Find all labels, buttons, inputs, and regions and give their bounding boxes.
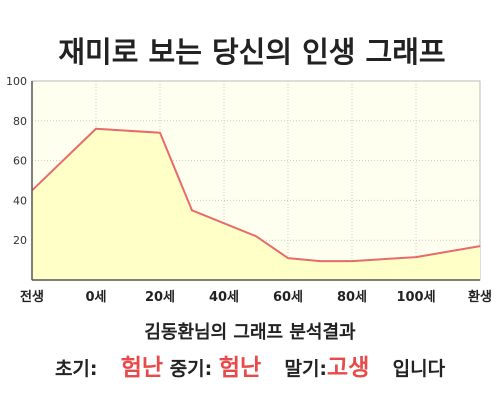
ending-text: 입니다 bbox=[392, 358, 446, 380]
early-label: 초기: bbox=[54, 358, 98, 380]
x-tick-label: 전생 bbox=[20, 289, 44, 305]
y-tick-label: 40 bbox=[13, 194, 27, 207]
data-point bbox=[415, 256, 417, 258]
x-tick-label: 40세 bbox=[209, 290, 239, 305]
late-label: 말기: bbox=[284, 358, 328, 380]
late-value: 고생 bbox=[327, 355, 370, 381]
data-point bbox=[319, 260, 321, 262]
data-point bbox=[351, 260, 353, 262]
series-line bbox=[31, 127, 481, 263]
x-tick-label: 60세 bbox=[273, 290, 303, 305]
axes bbox=[31, 81, 480, 281]
x-tick-label: 80세 bbox=[337, 290, 367, 305]
data-point bbox=[479, 245, 481, 247]
data-point bbox=[191, 209, 193, 211]
analysis-caption: 김동환님의 그래프 분석결과 bbox=[144, 322, 356, 343]
y-tick-label: 60 bbox=[13, 155, 27, 168]
x-tick-label: 0세 bbox=[85, 290, 106, 305]
analysis-result: 초기: 험난 중기: 험난 말기:고생 입니다 bbox=[0, 348, 500, 382]
data-point bbox=[159, 132, 161, 134]
life-area-chart: 재미로 보는 당신의 인생 그래프 20 40 60 80 100 전생 0세 20세 40세… bbox=[6, 35, 492, 305]
early-value: 험난 bbox=[120, 355, 164, 381]
data-point bbox=[287, 257, 289, 259]
y-tick-label: 20 bbox=[13, 234, 27, 247]
y-tick-labels: 20 40 60 80 100 bbox=[6, 75, 27, 247]
x-tick-label: 100세 bbox=[396, 290, 435, 305]
chart-title: 재미로 보는 당신의 인생 그래프 bbox=[58, 35, 445, 69]
data-point bbox=[255, 235, 257, 237]
area-fill bbox=[32, 128, 480, 280]
mid-value: 험난 bbox=[218, 355, 262, 381]
y-tick-label: 100 bbox=[6, 75, 27, 88]
y-tick-label: 80 bbox=[13, 115, 27, 128]
x-tick-label: 환생 bbox=[468, 289, 492, 305]
x-tick-label: 20세 bbox=[145, 290, 175, 305]
x-tick-labels: 전생 0세 20세 40세 60세 80세 100세 환생 bbox=[20, 289, 492, 305]
data-point bbox=[95, 128, 97, 130]
mid-label: 중기: bbox=[169, 358, 213, 380]
